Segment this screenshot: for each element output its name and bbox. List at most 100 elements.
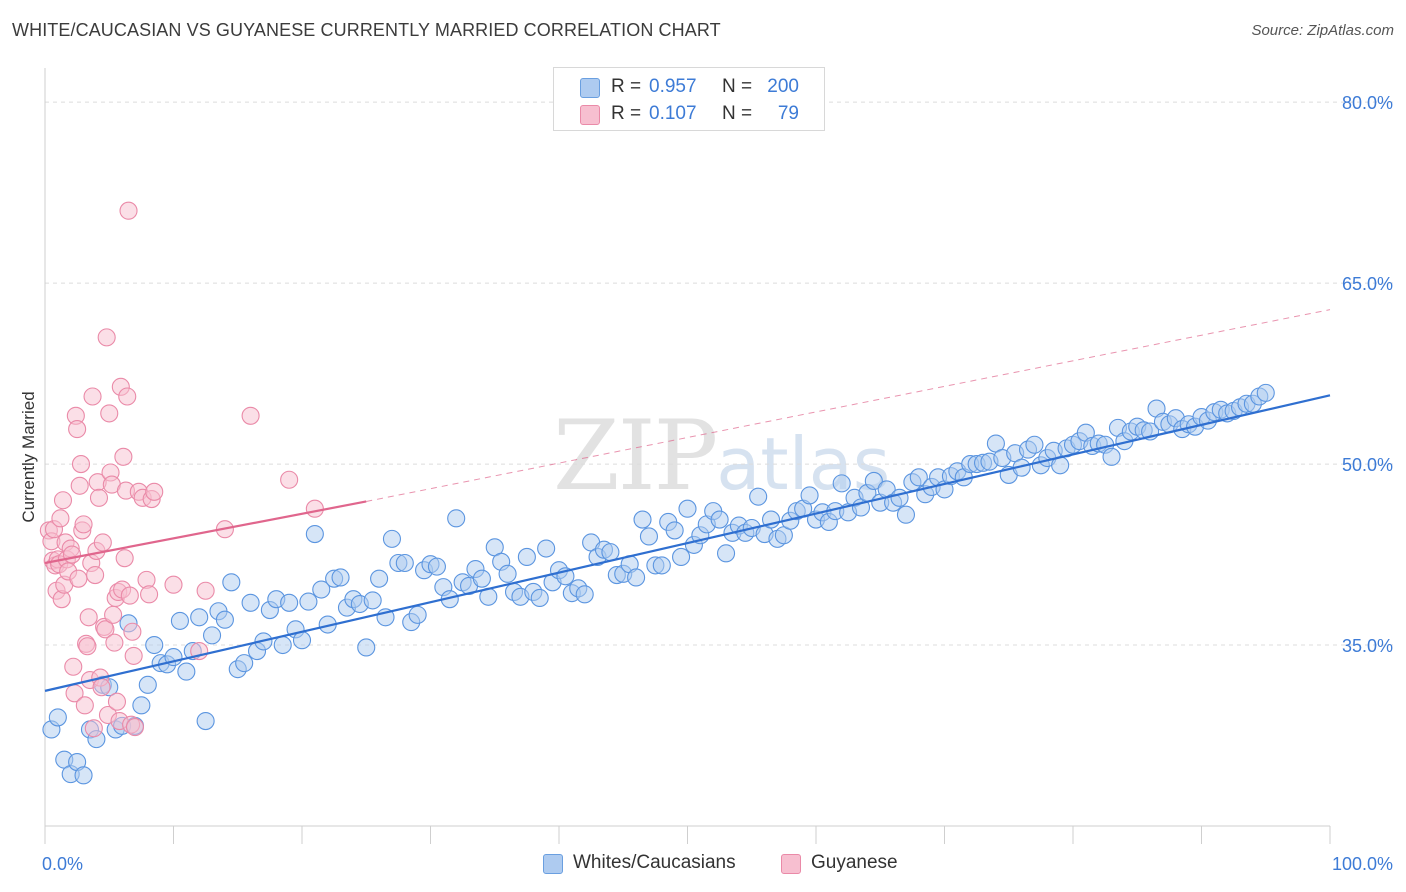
point-guyanese xyxy=(119,201,138,220)
watermark-zip: ZIP xyxy=(553,400,718,512)
point-guyanese xyxy=(84,719,103,738)
point-whites xyxy=(305,524,324,544)
point-whites xyxy=(363,591,382,610)
point-whites xyxy=(408,605,427,624)
point-whites xyxy=(1256,383,1275,402)
legend-row-whites: R = 0.957 N = 200 xyxy=(554,74,824,100)
legend-r-label: R = xyxy=(611,103,642,124)
legend: R = 0.957 N = 200 R = 0.107 N = 79 xyxy=(553,67,825,131)
point-whites xyxy=(498,564,517,583)
legend-n-value: 200 xyxy=(767,76,799,97)
bottom-legend-swatch-guyanese xyxy=(781,854,801,874)
point-whites xyxy=(710,510,729,529)
point-whites xyxy=(896,505,916,524)
point-guyanese xyxy=(70,476,89,495)
point-guyanese xyxy=(79,608,98,627)
point-guyanese xyxy=(120,586,139,605)
point-whites xyxy=(678,499,697,518)
point-guyanese xyxy=(145,482,164,501)
legend-r-value: 0.957 xyxy=(649,76,697,97)
point-whites xyxy=(222,573,241,592)
point-whites xyxy=(280,593,299,612)
point-guyanese xyxy=(305,499,324,518)
point-whites xyxy=(530,588,549,608)
trend-lines xyxy=(44,309,1331,692)
point-whites xyxy=(909,468,928,487)
point-whites xyxy=(177,662,196,681)
point-whites xyxy=(235,654,254,673)
bottom-legend-label-whites: Whites/Caucasians xyxy=(573,852,736,873)
point-whites xyxy=(370,569,389,588)
point-whites xyxy=(273,635,292,655)
point-whites xyxy=(331,568,350,587)
point-whites xyxy=(299,592,318,611)
point-whites xyxy=(517,547,536,567)
point-whites xyxy=(633,510,652,529)
point-guyanese xyxy=(104,605,123,624)
point-guyanese xyxy=(53,491,73,510)
point-whites xyxy=(639,527,659,546)
point-whites xyxy=(357,638,376,657)
point-whites xyxy=(132,696,151,715)
point-guyanese xyxy=(68,420,87,439)
x-tick-label-min: 0.0% xyxy=(42,854,83,874)
point-whites xyxy=(749,487,768,506)
point-whites xyxy=(575,585,594,604)
point-guyanese xyxy=(83,387,102,406)
trend-line-guyanese-extension xyxy=(366,309,1331,502)
point-whites xyxy=(601,543,620,562)
point-guyanese xyxy=(62,545,82,564)
point-guyanese xyxy=(280,470,299,489)
point-whites xyxy=(447,509,466,528)
point-whites xyxy=(241,593,260,612)
legend-swatch-guyanese xyxy=(580,105,600,125)
point-whites xyxy=(1102,447,1121,466)
bottom-legend-swatch-whites xyxy=(543,854,563,874)
legend-r-label: R = xyxy=(611,76,642,97)
point-whites xyxy=(190,608,209,627)
point-guyanese xyxy=(125,718,144,737)
point-whites xyxy=(864,471,883,491)
point-whites xyxy=(800,486,819,505)
point-guyanese xyxy=(105,633,124,652)
point-guyanese xyxy=(196,581,215,600)
axis-labels: 35.0% 50.0% 65.0% 80.0% 0.0% 100.0% Currently … xyxy=(19,93,1393,874)
y-axis-title: Currently Married xyxy=(19,391,38,522)
axes xyxy=(44,68,1331,844)
point-whites xyxy=(716,544,736,563)
point-whites xyxy=(312,580,331,599)
point-guyanese xyxy=(64,657,83,676)
bottom-legend-label-guyanese: Guyanese xyxy=(811,852,898,873)
point-guyanese xyxy=(78,637,97,656)
y-tick-label: 35.0% xyxy=(1342,636,1393,656)
point-whites xyxy=(665,521,684,540)
legend-r-value: 0.107 xyxy=(649,103,697,124)
chart-title: WHITE/CAUCASIAN VS GUYANESE CURRENTLY MA… xyxy=(12,20,721,40)
trend-line-guyanese xyxy=(44,500,367,565)
legend-row-guyanese: R = 0.107 N = 79 xyxy=(554,101,824,127)
point-whites xyxy=(395,553,414,573)
point-guyanese xyxy=(86,566,105,585)
point-whites xyxy=(170,611,189,630)
point-guyanese xyxy=(241,406,260,425)
x-tick-label-max: 100.0% xyxy=(1332,854,1393,874)
legend-swatch-whites xyxy=(580,78,600,98)
grid-lines xyxy=(45,101,1395,646)
point-guyanese xyxy=(51,509,70,528)
point-whites xyxy=(145,635,164,655)
point-whites xyxy=(627,568,646,587)
point-whites xyxy=(832,474,851,493)
point-whites xyxy=(472,569,491,588)
point-whites xyxy=(74,766,93,785)
point-guyanese xyxy=(140,585,159,604)
point-guyanese xyxy=(93,533,112,552)
point-whites xyxy=(382,529,402,548)
point-guyanese xyxy=(107,692,127,711)
data-points xyxy=(39,201,1275,785)
point-guyanese xyxy=(74,515,93,534)
point-whites xyxy=(48,708,67,727)
point-guyanese xyxy=(118,387,137,406)
point-whites xyxy=(427,557,446,576)
point-guyanese xyxy=(164,575,183,594)
